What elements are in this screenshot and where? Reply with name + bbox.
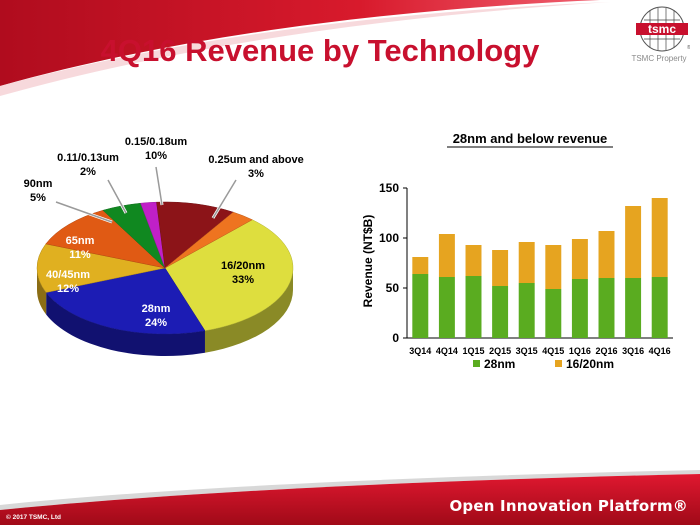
bar-16-20nm-2Q16 [598, 231, 615, 278]
pie-slice-16-20nm [164, 219, 294, 331]
pie-side-40-45nm [37, 268, 47, 315]
bar-16-20nm-3Q14 [412, 257, 429, 274]
legend-label-28nm: 28nm [484, 357, 515, 371]
bar-16-20nm-2Q15 [492, 250, 509, 286]
footer-band-shadow [0, 470, 700, 510]
bar-chart-bars [412, 198, 668, 338]
bar-16-20nm-4Q14 [438, 234, 455, 277]
bar-28nm-3Q16 [625, 278, 642, 338]
x-tick-label: 4Q16 [649, 346, 671, 356]
pie-value-0-11-0-13um: 2% [80, 166, 96, 178]
pie-leader-0-15-0-18um-inner [155, 166, 163, 206]
bar-chart-title: 28nm and below revenue [453, 131, 608, 146]
bar-28nm-3Q15 [518, 283, 535, 338]
x-tick-label: 3Q16 [622, 346, 644, 356]
pie-side-28nm [46, 292, 205, 356]
technology-pie-chart: 16/20nm 33% 28nm 24% 40/45nm 12% 65nm 11% 90nm 5%… [24, 136, 304, 356]
bar-chart-legend: 28nm 16/20nm [473, 357, 614, 371]
bar-chart-y-axis-label: Revenue (NT$B) [361, 215, 375, 308]
logo-registered-mark: ® [687, 44, 690, 51]
legend-swatch-28nm [473, 360, 480, 367]
x-tick-label: 1Q15 [462, 346, 484, 356]
tsmc-logo: tsmc ® [636, 6, 690, 52]
bar-16-20nm-4Q16 [651, 198, 668, 277]
pie-label-90nm: 90nm [24, 178, 53, 190]
pie-label-0-25um-and-above: 0.25um and above [208, 154, 303, 166]
x-tick-label: 3Q14 [409, 346, 431, 356]
pie-label-16-20nm: 16/20nm [221, 260, 265, 272]
footer-band [0, 474, 700, 525]
y-tick-label: 100 [379, 231, 399, 245]
bar-16-20nm-1Q16 [571, 239, 588, 279]
y-tick-label: 0 [392, 331, 399, 345]
bar-28nm-3Q14 [412, 274, 429, 338]
pie-label-0-11-0-13um: 0.11/0.13um [57, 152, 119, 164]
pie-side-16-20nm [204, 268, 293, 353]
property-label: TSMC Property [631, 54, 687, 63]
footer-tagline: Open Innovation Platform® [449, 497, 688, 515]
pie-value-65nm: 11% [69, 249, 91, 261]
x-tick-label: 2Q16 [595, 346, 617, 356]
x-tick-label: 4Q14 [436, 346, 458, 356]
pie-value-90nm: 5% [30, 192, 46, 204]
bar-28nm-2Q15 [492, 286, 509, 338]
pie-label-28nm: 28nm [142, 303, 171, 315]
pie-label-40-45nm: 40/45nm [46, 269, 90, 281]
bar-16-20nm-3Q15 [518, 242, 535, 283]
bar-28nm-1Q16 [571, 279, 588, 338]
copyright: © 2017 TSMC, Ltd [6, 514, 61, 521]
legend-label-16-20nm: 16/20nm [566, 357, 614, 371]
pie-value-40-45nm: 12% [57, 283, 79, 295]
pie-labels: 16/20nm 33% 28nm 24% 40/45nm 12% 65nm 11% 90nm 5%… [24, 136, 304, 329]
pie-leader-90nm-inner [55, 201, 113, 223]
bar-16-20nm-4Q15 [545, 245, 562, 289]
pie-value-28nm: 24% [145, 317, 167, 329]
pie-label-0-15-0-18um: 0.15/0.18um [125, 136, 188, 148]
bar-28nm-2Q16 [598, 278, 615, 338]
x-tick-label: 1Q16 [569, 346, 591, 356]
y-tick-label: 150 [379, 181, 399, 195]
x-tick-label: 2Q15 [489, 346, 511, 356]
pie-slice-65nm [45, 209, 166, 269]
pie-value-0-15-0-18um: 10% [145, 150, 167, 162]
pie-sides [37, 268, 293, 356]
pie-value-16-20nm: 33% [232, 274, 254, 286]
bar-chart-axes: 0 50 100 150 3Q14 4Q14 1Q15 2Q15 3Q15 4Q15 1Q16 2Q1… [379, 181, 673, 356]
header-swoosh [0, 0, 600, 86]
bar-16-20nm-3Q16 [625, 206, 642, 278]
pie-slice-40-45nm [36, 243, 166, 293]
pie-leader-0-11-0-13um-inner [107, 179, 127, 214]
legend-swatch-16-20nm [555, 360, 562, 367]
pie-leader-0-25um-and-above-inner [212, 179, 237, 219]
slide-title: 4Q16 Revenue by Technology [100, 33, 540, 68]
bar-28nm-4Q14 [438, 277, 455, 338]
bar-16-20nm-1Q15 [465, 245, 482, 276]
pie-slice-0-25um-and-above [164, 211, 253, 269]
x-tick-label: 4Q15 [542, 346, 564, 356]
pie-value-0-25um-and-above: 3% [248, 168, 264, 180]
pie-label-65nm: 65nm [66, 235, 95, 247]
bar-28nm-4Q16 [651, 277, 668, 338]
bar-28nm-4Q15 [545, 289, 562, 338]
revenue-bar-chart: 28nm and below revenue Revenue (NT$B) 0 5… [361, 131, 673, 371]
x-tick-label: 3Q15 [516, 346, 538, 356]
logo-wordmark: tsmc [648, 22, 676, 36]
y-tick-label: 50 [386, 281, 400, 295]
bar-28nm-1Q15 [465, 276, 482, 338]
